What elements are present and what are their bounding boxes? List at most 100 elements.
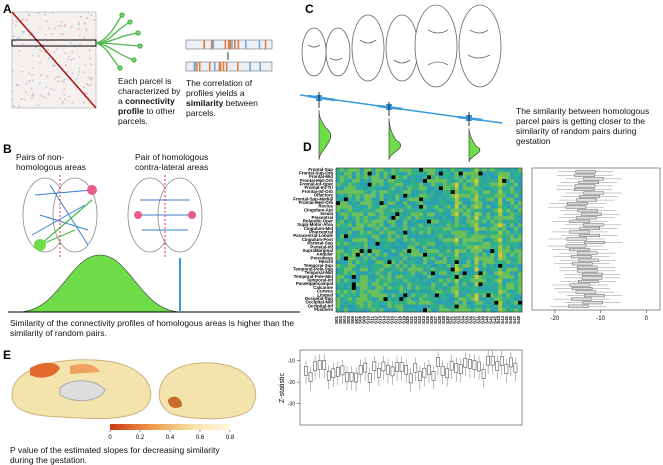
heatmap-cell (454, 271, 459, 276)
subject-label: S31 (449, 315, 454, 323)
heatmap-cell (514, 271, 519, 276)
brain-patch (168, 396, 182, 408)
heatmap-cell (502, 271, 507, 276)
heatmap-cell (339, 278, 345, 283)
heatmap-cell (336, 286, 341, 291)
box (336, 367, 340, 377)
heatmap-cell (387, 238, 392, 243)
heatmap-cell (355, 171, 361, 176)
heatmap-cell (343, 293, 349, 298)
heatmap-cell (383, 300, 388, 305)
heatmap-cell (514, 300, 519, 305)
box (582, 301, 603, 305)
heatmap-cell (403, 289, 408, 294)
heatmap-cell (438, 308, 444, 313)
heatmap-cell (339, 197, 345, 202)
heatmap-cell (423, 216, 428, 220)
heatmap-cell (339, 179, 345, 184)
heatmap-cell (347, 223, 353, 228)
heatmap-cell (399, 171, 404, 176)
heatmap-cell (434, 182, 440, 187)
heatmap-cell (510, 227, 515, 232)
matrix-speck (79, 43, 81, 46)
heatmap-cell (391, 234, 396, 239)
heatmap-cell (371, 230, 376, 235)
heatmap-cell (339, 175, 345, 180)
heatmap-cell (379, 304, 384, 309)
heatmap-cell (474, 260, 479, 265)
heatmap-cell (454, 238, 459, 243)
heatmap-cell (498, 201, 503, 206)
heatmap-cell (375, 212, 380, 217)
heatmap-cell (494, 212, 499, 217)
heatmap-cell (399, 260, 404, 265)
heatmap-cell (423, 286, 428, 291)
panel-letter: A (3, 2, 12, 16)
heatmap-cell (343, 186, 349, 191)
heatmap-cell (510, 179, 515, 184)
heatmap-cell (355, 168, 361, 172)
heatmap-cell (486, 241, 491, 246)
heatmap-cell (383, 190, 388, 195)
heatmap-cell (494, 219, 499, 224)
matrix-speck (86, 16, 88, 19)
heatmap-cell (466, 260, 471, 265)
matrix-speck (62, 102, 64, 105)
heatmap-cell (494, 252, 499, 257)
matrix-speck (30, 87, 33, 90)
heatmap-cell (498, 241, 503, 246)
heatmap-cell (458, 182, 463, 187)
heatmap-cell (486, 216, 491, 220)
heatmap-cell (371, 216, 376, 220)
heatmap-cell (336, 293, 341, 298)
heatmap-cell (391, 308, 396, 313)
heatmap-cell (387, 197, 392, 202)
heatmap-cell (438, 193, 444, 198)
heatmap-cell (427, 190, 432, 195)
heatmap-cell (347, 208, 353, 213)
heatmap-cell (466, 245, 471, 250)
matrix-speck (39, 82, 41, 85)
heatmap-cell (482, 271, 487, 276)
box (386, 364, 390, 375)
heatmap-cell (339, 227, 345, 232)
heatmap-cell (430, 201, 436, 206)
heatmap-cell (478, 249, 483, 254)
heatmap-cell (474, 267, 479, 272)
heatmap-cell (336, 256, 341, 261)
heatmap-cell (474, 289, 479, 294)
heatmap-cell (411, 252, 416, 257)
heatmap-cell (510, 260, 515, 265)
heatmap-cell (498, 186, 503, 191)
heatmap-cell (454, 193, 459, 198)
heatmap-cell (506, 234, 511, 239)
heatmap-cell (407, 245, 412, 250)
heatmap-cell (470, 223, 475, 228)
heatmap-cell (502, 197, 507, 202)
heatmap-cell (478, 171, 483, 176)
heatmap-cell (415, 227, 420, 232)
heatmap-cell (506, 282, 511, 287)
box (571, 255, 592, 259)
heatmap-cell (482, 267, 487, 272)
heatmap-cell (375, 282, 380, 287)
heatmap-cell (407, 186, 412, 191)
heatmap-cell (434, 197, 440, 202)
heatmap-cell (514, 234, 519, 239)
heatmap-cell (498, 234, 503, 239)
heatmap-cell (423, 300, 428, 305)
heatmap-cell (470, 241, 475, 246)
region-label: Occipital-Inf (308, 303, 334, 308)
box (486, 355, 490, 366)
heatmap-cell (494, 278, 499, 283)
heatmap-cell (466, 267, 471, 272)
heatmap-cell (387, 234, 392, 239)
heatmap-cell (446, 289, 452, 294)
heatmap-cell (427, 252, 432, 257)
heatmap-cell (367, 234, 372, 239)
heatmap-cell (383, 304, 388, 309)
heatmap-cell (450, 204, 456, 209)
heatmap-cell (430, 241, 436, 246)
z-frame (299, 349, 523, 426)
heatmap-cell (407, 308, 412, 313)
